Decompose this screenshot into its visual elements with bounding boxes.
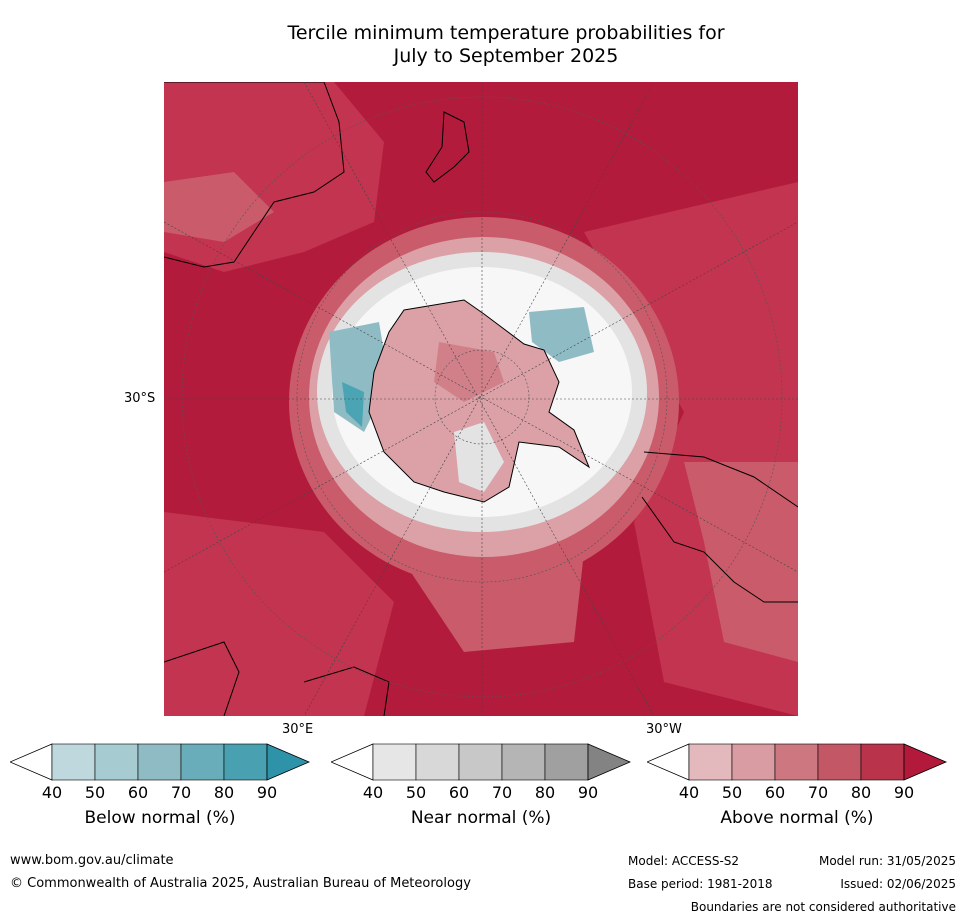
antarctica-near-normal-patch bbox=[454, 422, 504, 492]
colorbar-segment bbox=[817, 743, 862, 781]
colorbar-tick-label: 70 bbox=[491, 783, 513, 802]
footer-url: www.bom.gov.au/climate bbox=[10, 853, 174, 868]
colorbar-near-normal-ticks: 40 50 60 70 80 90 bbox=[331, 783, 631, 803]
graticule-meridian-d2 bbox=[164, 221, 798, 573]
colorbar-tick-label: 60 bbox=[448, 783, 470, 802]
colorbar-below-normal bbox=[10, 743, 310, 781]
graticule-meridian-d3 bbox=[303, 82, 655, 716]
colorbar-below-normal-title: Below normal (%) bbox=[84, 808, 236, 828]
footer-copyright: © Commonwealth of Australia 2025, Austra… bbox=[10, 876, 471, 891]
colorbar-segment bbox=[544, 743, 589, 781]
colorbar-above-normal bbox=[647, 743, 947, 781]
footer-base-period: Base period: 1981-2018 bbox=[628, 877, 773, 891]
region-above-60-se bbox=[684, 462, 798, 662]
new-zealand-coastline bbox=[425, 111, 470, 183]
colorbar-tick-label: 80 bbox=[213, 783, 235, 802]
antarctica-landmass bbox=[368, 299, 591, 503]
label-30s: 30°S bbox=[124, 391, 156, 406]
colorbar-near-normal-title: Near normal (%) bbox=[410, 808, 552, 828]
graticule-meridian-d1 bbox=[164, 221, 798, 573]
colorbar-segment bbox=[372, 743, 417, 781]
colorbar-tick-label: 50 bbox=[405, 783, 427, 802]
map-title-line1: Tercile minimum temperature probabilitie… bbox=[287, 22, 725, 44]
colorbar-tick-label: 60 bbox=[764, 783, 786, 802]
colorbar-tick-label: 50 bbox=[84, 783, 106, 802]
colorbar-tick-label: 50 bbox=[721, 783, 743, 802]
label-30e: 30°E bbox=[282, 722, 314, 737]
footer-issued: Issued: 02/06/2025 bbox=[840, 877, 956, 891]
colorbar-tick-label: 90 bbox=[256, 783, 278, 802]
below-normal-west-core bbox=[342, 382, 364, 427]
colorbar-segment bbox=[223, 743, 268, 781]
colorbar-segment bbox=[415, 743, 460, 781]
colorbar-segment bbox=[137, 743, 182, 781]
probability-map bbox=[164, 82, 798, 716]
graticule-circle-mid bbox=[296, 211, 668, 583]
colorbar-tick-label: 90 bbox=[577, 783, 599, 802]
footer-model: Model: ACCESS-S2 bbox=[628, 854, 740, 868]
colorbar-tick-label: 40 bbox=[41, 783, 63, 802]
map-title-line2: July to September 2025 bbox=[393, 45, 619, 67]
colorbar-segment bbox=[731, 743, 776, 781]
australia-coastline bbox=[164, 82, 345, 268]
colorbar-low-extension bbox=[10, 743, 53, 781]
footer-model-run: Model run: 31/05/2025 bbox=[818, 854, 956, 868]
colorbar-tick-label: 80 bbox=[534, 783, 556, 802]
below-normal-east bbox=[529, 307, 594, 362]
colorbar-high-extension bbox=[266, 743, 310, 781]
colorbar-tick-label: 90 bbox=[893, 783, 915, 802]
colorbar-tick-label: 40 bbox=[678, 783, 700, 802]
africa-coastline bbox=[164, 641, 390, 716]
colorbar-tick-label: 40 bbox=[362, 783, 384, 802]
colorbar-segment bbox=[94, 743, 139, 781]
map-title: Tercile minimum temperature probabilitie… bbox=[164, 22, 848, 68]
colorbar-segment bbox=[501, 743, 546, 781]
footer-disclaimer: Boundaries are not considered authoritat… bbox=[690, 900, 956, 914]
colorbar-tick-label: 70 bbox=[807, 783, 829, 802]
colorbar-segment bbox=[51, 743, 96, 781]
colorbar-tick-label: 70 bbox=[170, 783, 192, 802]
graticule-meridian-d4 bbox=[303, 82, 655, 716]
colorbar-segment bbox=[774, 743, 819, 781]
colorbar-tick-label: 80 bbox=[850, 783, 872, 802]
graticule-circle-outer bbox=[181, 96, 783, 698]
colorbar-segment bbox=[688, 743, 733, 781]
colorbar-high-extension bbox=[903, 743, 947, 781]
colorbar-near-normal bbox=[331, 743, 631, 781]
colorbar-tick-label: 60 bbox=[127, 783, 149, 802]
colorbar-segment bbox=[458, 743, 503, 781]
colorbar-above-normal-title: Above normal (%) bbox=[720, 808, 874, 828]
south-america-coastline bbox=[641, 451, 798, 603]
label-30w: 30°W bbox=[646, 722, 682, 737]
colorbar-below-normal-ticks: 40 50 60 70 80 90 bbox=[10, 783, 310, 803]
colorbar-above-normal-ticks: 40 50 60 70 80 90 bbox=[647, 783, 947, 803]
antarctica-above-70-patch bbox=[434, 342, 504, 402]
colorbar-high-extension bbox=[587, 743, 631, 781]
region-above-80-sw bbox=[164, 512, 394, 716]
colorbar-low-extension bbox=[331, 743, 374, 781]
colorbar-low-extension bbox=[647, 743, 690, 781]
colorbar-segment bbox=[180, 743, 225, 781]
colorbar-segment bbox=[860, 743, 905, 781]
region-above-60-nw bbox=[164, 172, 274, 242]
